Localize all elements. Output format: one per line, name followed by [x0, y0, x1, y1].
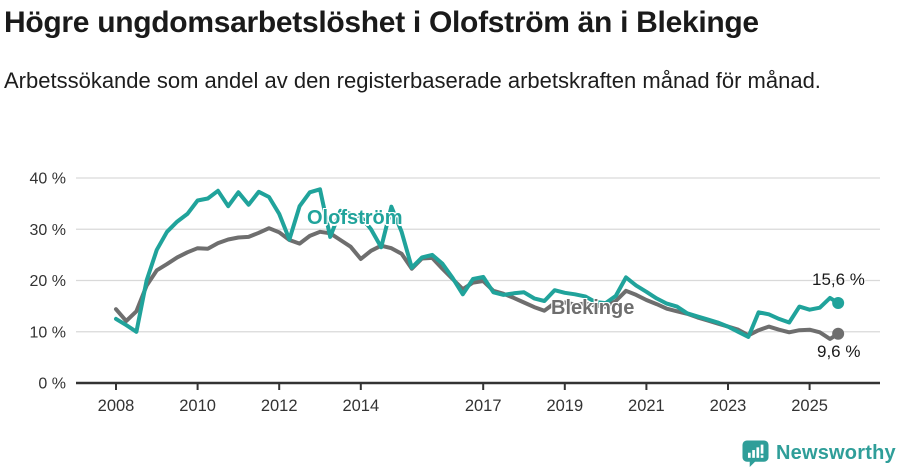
brand-footer[interactable]: Newsworthy [742, 440, 896, 467]
x-tick-label-2012: 2012 [261, 397, 298, 415]
end-dot-olofström [832, 297, 845, 310]
x-tick-label-2019: 2019 [546, 397, 583, 415]
series-label-olofstrom: Olofström [307, 207, 403, 229]
x-tick-label-2021: 2021 [628, 397, 665, 415]
y-tick-label-10: 10 % [30, 324, 66, 341]
series-line-olofström [114, 187, 841, 339]
logo-exclamation-bar [760, 444, 764, 454]
series-line-blekinge [114, 226, 841, 341]
brand-name[interactable]: Newsworthy [776, 442, 896, 464]
x-tick-label-2017: 2017 [465, 397, 502, 415]
logo-bar-medium [752, 450, 755, 458]
x-tick-label-2023: 2023 [710, 397, 747, 415]
x-tick-label-2010: 2010 [179, 397, 216, 415]
newsworthy-logo-icon [742, 440, 769, 467]
chart-subtitle: Arbetssökande som andel av den registerb… [4, 68, 821, 93]
end-dot-blekinge [832, 327, 845, 340]
x-tick-label-2008: 2008 [98, 397, 135, 415]
y-tick-label-0: 0 % [38, 376, 66, 393]
y-tick-label-40: 40 % [30, 171, 66, 188]
logo-bar-short [747, 452, 751, 458]
end-value-blekinge: 9,6 % [817, 342, 861, 361]
y-tick-label-30: 30 % [30, 222, 66, 239]
series-label-blekinge: Blekinge [551, 297, 635, 319]
logo-bar-tall [756, 447, 760, 458]
logo-exclamation-dot [760, 455, 764, 458]
x-tick-label-2014: 2014 [342, 397, 379, 415]
page-title: Högre ungdomsarbetslöshet i Olofström än… [4, 6, 759, 39]
end-value-olofstrom: 15,6 % [812, 270, 865, 289]
x-tick-label-2025: 2025 [791, 397, 828, 415]
y-tick-label-20: 20 % [30, 273, 66, 290]
